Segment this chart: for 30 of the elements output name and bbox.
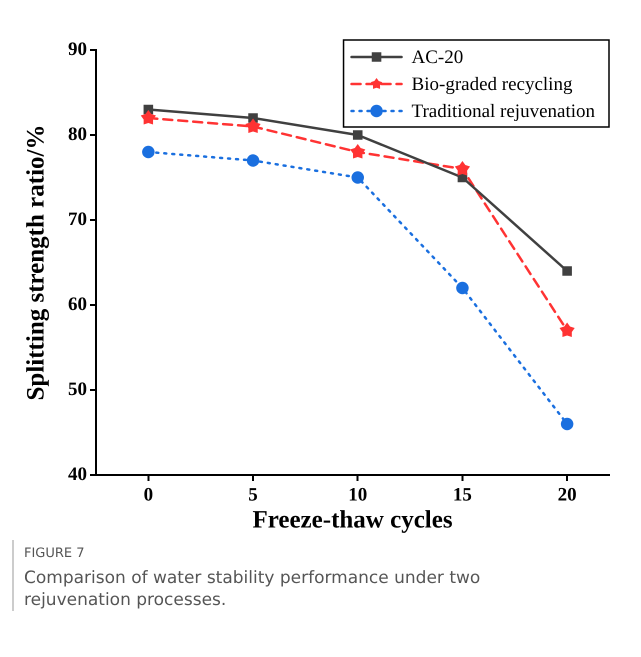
point bbox=[562, 266, 572, 276]
text: Comparison of water stability performance under two rejuvenation processes. bbox=[24, 567, 482, 611]
y-tick-label: 80 bbox=[68, 124, 87, 145]
point bbox=[454, 161, 470, 176]
x-tick-label: 0 bbox=[144, 484, 154, 506]
point bbox=[140, 110, 156, 124]
point bbox=[246, 154, 260, 167]
point bbox=[351, 171, 364, 184]
point bbox=[142, 146, 155, 158]
point bbox=[352, 130, 363, 140]
y-tick-label: 60 bbox=[68, 294, 87, 315]
x-tick-label: 15 bbox=[452, 484, 472, 506]
y-axis-title: Splitting strength ratio/% bbox=[22, 124, 50, 400]
y-tick-label: 40 bbox=[68, 464, 87, 485]
y-tick-label: 70 bbox=[68, 208, 87, 230]
caption: FIGURE 7 bbox=[24, 546, 86, 561]
x-tick-label: 20 bbox=[558, 484, 577, 506]
point bbox=[560, 418, 574, 430]
y-tick-label: 50 bbox=[68, 378, 87, 400]
legend-label: Bio-graded recycling bbox=[412, 74, 573, 95]
point bbox=[560, 322, 575, 337]
legend-label: Traditional rejuvenation bbox=[412, 100, 596, 122]
point bbox=[245, 118, 261, 133]
x-tick-label: 10 bbox=[348, 484, 368, 506]
point bbox=[350, 144, 366, 158]
legend-label: AC-20 bbox=[412, 46, 464, 68]
x-axis-title: Freeze-thaw cycles bbox=[252, 506, 453, 534]
y-tick-label: 90 bbox=[68, 38, 87, 60]
point bbox=[456, 282, 469, 294]
x-tick-label: 5 bbox=[248, 484, 258, 506]
